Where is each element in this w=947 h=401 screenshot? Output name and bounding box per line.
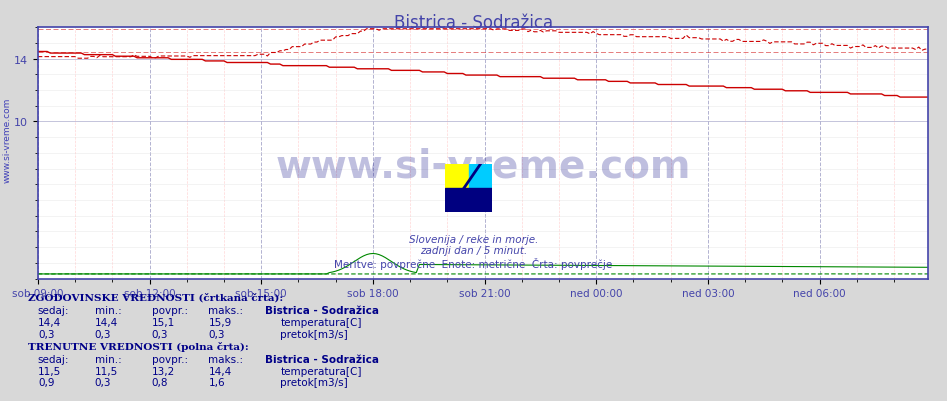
- Text: 0,9: 0,9: [38, 377, 54, 387]
- Text: Meritve: povprečne  Enote: metrične  Črta: povprečje: Meritve: povprečne Enote: metrične Črta:…: [334, 257, 613, 269]
- Text: min.:: min.:: [95, 306, 121, 316]
- Text: zadnji dan / 5 minut.: zadnji dan / 5 minut.: [420, 246, 527, 256]
- Bar: [469, 164, 492, 188]
- Text: 14,4: 14,4: [208, 366, 232, 376]
- Text: 11,5: 11,5: [38, 366, 62, 376]
- Text: www.si-vreme.com: www.si-vreme.com: [3, 98, 12, 183]
- Text: 0,3: 0,3: [152, 329, 168, 339]
- Text: Bistrica - Sodražica: Bistrica - Sodražica: [394, 14, 553, 32]
- Text: ZGODOVINSKE VREDNOSTI (črtkana črta):: ZGODOVINSKE VREDNOSTI (črtkana črta):: [28, 293, 284, 302]
- Text: povpr.:: povpr.:: [152, 354, 188, 364]
- Text: 14,4: 14,4: [38, 318, 62, 328]
- Bar: [445, 188, 492, 213]
- Text: pretok[m3/s]: pretok[m3/s]: [280, 329, 348, 339]
- Text: temperatura[C]: temperatura[C]: [280, 318, 362, 328]
- Text: maks.:: maks.:: [208, 354, 243, 364]
- Text: maks.:: maks.:: [208, 306, 243, 316]
- Text: Bistrica - Sodražica: Bistrica - Sodražica: [265, 354, 379, 364]
- Text: 0,3: 0,3: [208, 329, 224, 339]
- Text: 0,3: 0,3: [95, 377, 111, 387]
- Text: TRENUTNE VREDNOSTI (polna črta):: TRENUTNE VREDNOSTI (polna črta):: [28, 341, 249, 351]
- Text: min.:: min.:: [95, 354, 121, 364]
- Text: Bistrica - Sodražica: Bistrica - Sodražica: [265, 306, 379, 316]
- Text: 0,3: 0,3: [95, 329, 111, 339]
- Text: pretok[m3/s]: pretok[m3/s]: [280, 377, 348, 387]
- Text: 15,9: 15,9: [208, 318, 232, 328]
- Text: 11,5: 11,5: [95, 366, 118, 376]
- Text: Slovenija / reke in morje.: Slovenija / reke in morje.: [409, 235, 538, 245]
- Text: 0,3: 0,3: [38, 329, 54, 339]
- Text: 15,1: 15,1: [152, 318, 175, 328]
- Text: sedaj:: sedaj:: [38, 354, 69, 364]
- Text: www.si-vreme.com: www.si-vreme.com: [276, 147, 690, 185]
- Bar: [445, 164, 469, 188]
- Text: povpr.:: povpr.:: [152, 306, 188, 316]
- Text: temperatura[C]: temperatura[C]: [280, 366, 362, 376]
- Text: 14,4: 14,4: [95, 318, 118, 328]
- Text: 0,8: 0,8: [152, 377, 168, 387]
- Text: sedaj:: sedaj:: [38, 306, 69, 316]
- Text: 1,6: 1,6: [208, 377, 225, 387]
- Text: 13,2: 13,2: [152, 366, 175, 376]
